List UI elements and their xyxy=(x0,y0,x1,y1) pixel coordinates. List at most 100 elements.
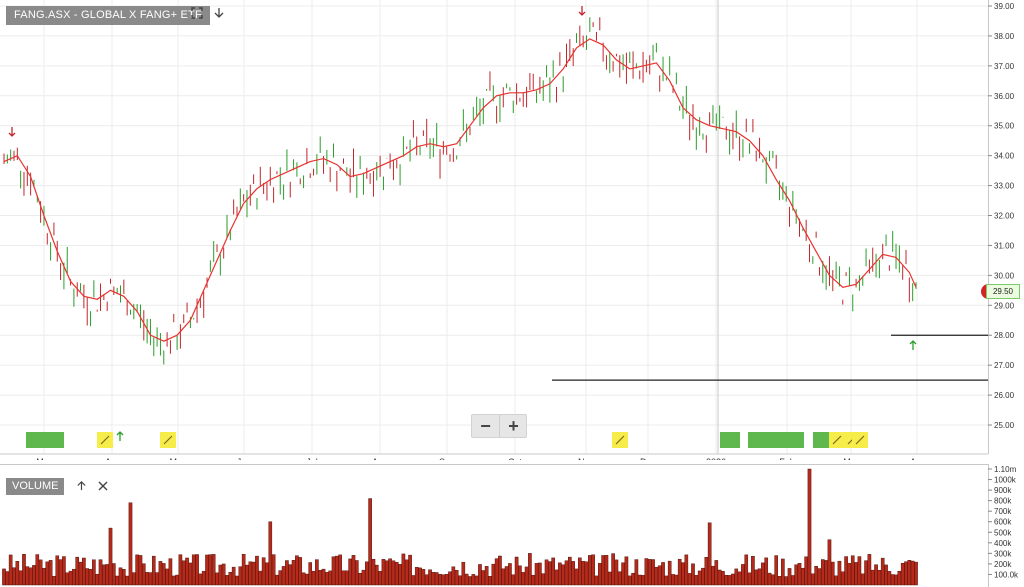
price-chart[interactable]: 39.00 38.00 37.00 36.00 35.00 34.00 33.00 32.00… xyxy=(0,0,1024,460)
zoom-out-button[interactable]: − xyxy=(480,416,491,436)
sell-signal-arrow xyxy=(8,127,16,137)
volume-tick-label: 500k xyxy=(994,528,1012,537)
price-chart-panel[interactable]: 39.00 38.00 37.00 36.00 35.00 34.00 33.00 32.00… xyxy=(0,0,1015,460)
volume-bar xyxy=(378,571,382,586)
volume-bar xyxy=(301,572,306,586)
volume-bar xyxy=(877,570,882,586)
price-tick-label: 35.00 xyxy=(994,122,1015,131)
volume-bar xyxy=(811,573,815,586)
volume-tick-label: 1000k xyxy=(994,476,1017,485)
arrow-down-icon[interactable] xyxy=(210,6,228,24)
zoom-in-button[interactable]: + xyxy=(499,415,527,437)
moving-average-line xyxy=(3,38,917,342)
volume-bar xyxy=(281,566,286,586)
volume-bar xyxy=(95,573,99,586)
volume-bar xyxy=(315,559,319,586)
volume-bar xyxy=(228,572,233,586)
month-label: Mar xyxy=(36,457,52,460)
price-tick-label: 33.00 xyxy=(994,182,1015,191)
volume-bar xyxy=(428,569,432,586)
volume-bar xyxy=(112,563,116,586)
volume-bar xyxy=(501,568,506,586)
volume-bar xyxy=(641,575,645,586)
volume-bar xyxy=(384,560,389,586)
volume-bar xyxy=(75,556,80,586)
volume-bar xyxy=(870,569,875,586)
expand-icon[interactable] xyxy=(188,6,206,24)
time-axis: Mar Apr May Jun Jul Aug Sep Oct Nov Dec 2026 Feb Mar… xyxy=(36,0,924,460)
month-label: Apr xyxy=(105,457,119,460)
volume-bar xyxy=(165,568,169,586)
volume-bar xyxy=(431,572,436,586)
volume-bar xyxy=(631,572,635,586)
volume-bar xyxy=(28,567,33,586)
pencil-icon xyxy=(855,435,865,445)
volume-bar xyxy=(5,571,10,586)
volume-bar xyxy=(255,555,259,586)
volume-bar xyxy=(611,553,615,586)
volume-bar xyxy=(275,574,279,586)
volume-bar xyxy=(15,561,20,586)
volume-bar xyxy=(424,574,429,586)
volume-bar xyxy=(25,566,30,586)
volume-bar xyxy=(151,555,156,586)
month-label: Jun xyxy=(237,457,252,460)
volume-bar xyxy=(181,560,186,586)
volume-bar xyxy=(874,564,878,586)
volume-chart-panel[interactable]: 1.10m 1000k 900k 800k 700k 600k 500k 400k 300k 20… xyxy=(0,464,1019,587)
price-tick-label: 25.00 xyxy=(994,421,1015,430)
volume-bar xyxy=(747,572,752,586)
volume-bar xyxy=(291,560,296,586)
pencil-icon xyxy=(832,435,842,445)
volume-bar xyxy=(105,564,109,586)
volume-bar xyxy=(684,554,689,586)
arrow-up-icon[interactable] xyxy=(73,478,89,495)
volume-bar xyxy=(827,539,832,586)
volume-bar xyxy=(657,565,662,586)
volume-bar xyxy=(328,570,332,586)
price-tick-label: 36.00 xyxy=(994,92,1015,101)
volume-bar xyxy=(717,569,722,586)
last-price-marker xyxy=(981,284,989,299)
volume-bar xyxy=(518,565,522,586)
volume-bar xyxy=(830,561,835,586)
volume-bar xyxy=(148,572,153,586)
volume-bar xyxy=(241,554,246,586)
volume-bar xyxy=(191,554,196,586)
volume-bar xyxy=(88,569,93,586)
volume-bar xyxy=(72,568,76,586)
volume-bar xyxy=(178,554,183,586)
volume-bar xyxy=(391,560,396,586)
volume-bar xyxy=(35,554,40,586)
volume-bar xyxy=(847,563,852,586)
ohlc-series xyxy=(3,17,917,365)
volume-bar xyxy=(671,574,675,586)
sell-signal-arrow xyxy=(578,6,586,16)
volume-bar xyxy=(368,498,372,586)
volume-bar xyxy=(221,563,226,586)
volume-bar xyxy=(637,574,642,586)
volume-bar xyxy=(534,563,539,586)
volume-bar xyxy=(721,571,725,586)
volume-bar xyxy=(102,564,106,586)
close-icon[interactable] xyxy=(95,478,111,495)
volume-bar xyxy=(617,571,622,586)
volume-bar xyxy=(141,563,146,586)
volume-bar xyxy=(55,555,60,586)
volume-bar xyxy=(787,568,792,586)
volume-bar xyxy=(584,561,589,586)
volume-bar xyxy=(771,574,775,586)
volume-bar xyxy=(777,575,782,586)
volume-bar xyxy=(42,567,46,586)
volume-bar xyxy=(478,564,482,586)
volume-bar xyxy=(52,575,56,586)
volume-bar xyxy=(235,575,239,586)
volume-bar xyxy=(687,573,692,586)
pencil-icon xyxy=(163,435,173,445)
volume-bar xyxy=(175,574,179,586)
volume-bar xyxy=(158,561,163,586)
volume-bar xyxy=(444,574,449,586)
volume-bar xyxy=(295,555,299,586)
